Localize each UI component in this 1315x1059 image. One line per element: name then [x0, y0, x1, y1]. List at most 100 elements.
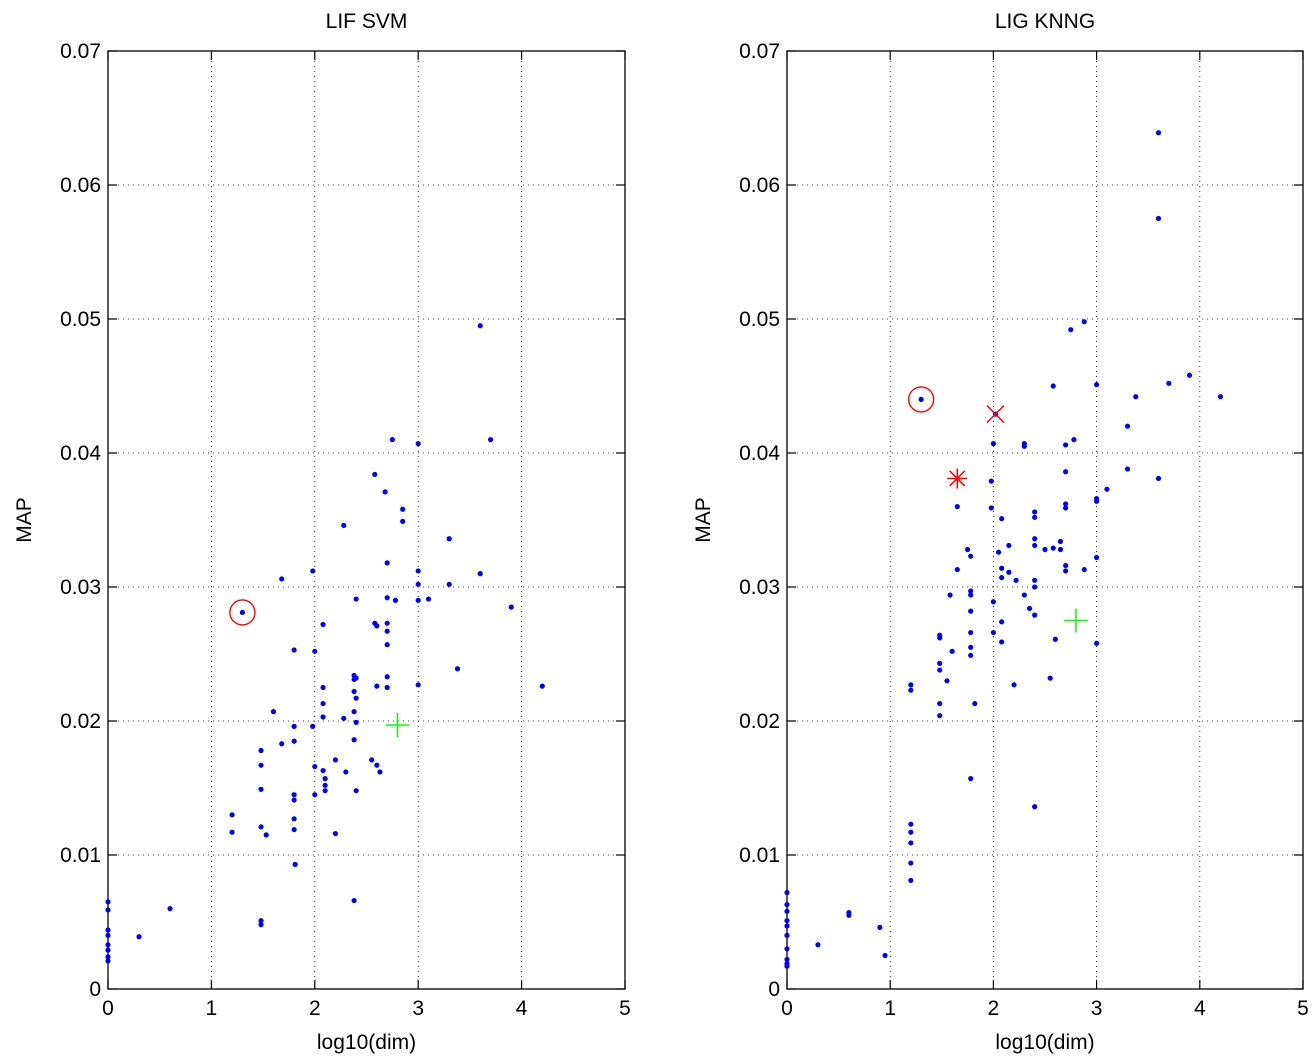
- data-point: [415, 581, 421, 587]
- data-point: [1032, 804, 1038, 810]
- x-tick-label: 0: [781, 997, 793, 1020]
- data-point: [784, 918, 790, 924]
- y-tick-label: 0.07: [739, 40, 780, 63]
- data-point: [374, 762, 380, 768]
- data-point: [944, 678, 950, 684]
- data-point: [937, 635, 943, 641]
- x-axis-label: log10(dim): [995, 1031, 1094, 1054]
- data-point: [999, 575, 1005, 581]
- data-point: [270, 709, 277, 715]
- data-point: [908, 687, 914, 693]
- data-point: [947, 592, 953, 598]
- data-point: [1186, 372, 1193, 378]
- data-point: [1063, 568, 1069, 574]
- data-point: [937, 713, 943, 719]
- data-point: [1050, 383, 1056, 389]
- data-point: [1124, 423, 1131, 429]
- data-point: [320, 700, 326, 707]
- data-point: [1013, 577, 1019, 583]
- data-point: [279, 576, 285, 582]
- data-point: [908, 829, 914, 835]
- data-point: [291, 797, 297, 803]
- plus-marker: [1063, 608, 1088, 633]
- data-point: [1032, 612, 1038, 618]
- data-point: [968, 592, 974, 598]
- y-tick-label: 0.01: [60, 844, 101, 867]
- data-point: [384, 642, 390, 648]
- data-point: [999, 619, 1005, 625]
- data-point: [341, 522, 347, 528]
- axes-frame: [786, 50, 1304, 990]
- data-point: [1071, 437, 1077, 443]
- data-point: [968, 608, 974, 614]
- data-point: [784, 956, 790, 963]
- data-point: [415, 682, 421, 688]
- data-point: [1026, 605, 1033, 612]
- axes-frame: [107, 50, 626, 990]
- data-point: [1217, 394, 1224, 400]
- data-point: [995, 549, 1002, 555]
- data-point: [968, 776, 974, 782]
- data-point: [392, 597, 399, 604]
- data-point: [382, 489, 388, 495]
- data-point: [1032, 536, 1038, 542]
- data-point: [972, 700, 978, 707]
- data-point: [1081, 319, 1087, 325]
- data-point: [322, 776, 328, 782]
- data-point: [446, 581, 452, 587]
- data-point: [1011, 682, 1017, 688]
- data-point: [908, 682, 914, 688]
- data-point: [291, 826, 297, 833]
- data-point: [1021, 443, 1027, 449]
- data-point: [332, 757, 339, 763]
- data-point: [322, 782, 328, 788]
- highlight-circle-marker: [229, 599, 256, 626]
- data-point: [908, 860, 914, 866]
- x-tick-label: 2: [988, 997, 1000, 1020]
- data-point: [258, 762, 264, 768]
- data-point: [877, 924, 883, 930]
- data-point: [1063, 442, 1069, 448]
- data-point: [291, 792, 297, 798]
- data-point: [1094, 382, 1100, 388]
- x-tick-label: 1: [206, 997, 218, 1020]
- data-point: [918, 396, 924, 402]
- data-point: [229, 812, 235, 818]
- data-point: [351, 709, 357, 715]
- y-tick-label: 0.01: [739, 844, 780, 867]
- data-point: [1124, 466, 1131, 472]
- data-point: [239, 609, 246, 616]
- data-point: [477, 571, 483, 577]
- data-point: [784, 963, 790, 969]
- data-point: [1047, 675, 1053, 681]
- data-point: [1063, 562, 1069, 569]
- data-point: [372, 471, 378, 478]
- data-point: [167, 906, 173, 912]
- y-tick-label: 0: [768, 978, 780, 1001]
- data-point: [258, 786, 264, 792]
- data-point: [322, 788, 328, 794]
- data-point: [105, 907, 111, 913]
- data-point: [446, 536, 452, 542]
- data-point: [954, 566, 960, 573]
- data-point: [400, 506, 406, 512]
- data-point: [374, 623, 380, 629]
- data-point: [377, 769, 383, 775]
- data-point: [846, 912, 852, 918]
- data-point: [312, 792, 318, 798]
- data-point: [990, 441, 997, 447]
- data-point: [968, 629, 974, 636]
- chart-title: LIG KNNG: [995, 10, 1095, 33]
- data-point: [1032, 514, 1038, 520]
- data-point: [1050, 545, 1056, 551]
- data-point: [990, 599, 997, 605]
- y-axis-label: MAP: [692, 497, 715, 543]
- data-point: [784, 946, 790, 952]
- data-point: [1032, 542, 1038, 549]
- data-point: [136, 934, 142, 940]
- data-point: [1063, 501, 1069, 507]
- data-point: [1094, 640, 1100, 646]
- data-point: [279, 741, 285, 747]
- data-point: [1006, 542, 1012, 549]
